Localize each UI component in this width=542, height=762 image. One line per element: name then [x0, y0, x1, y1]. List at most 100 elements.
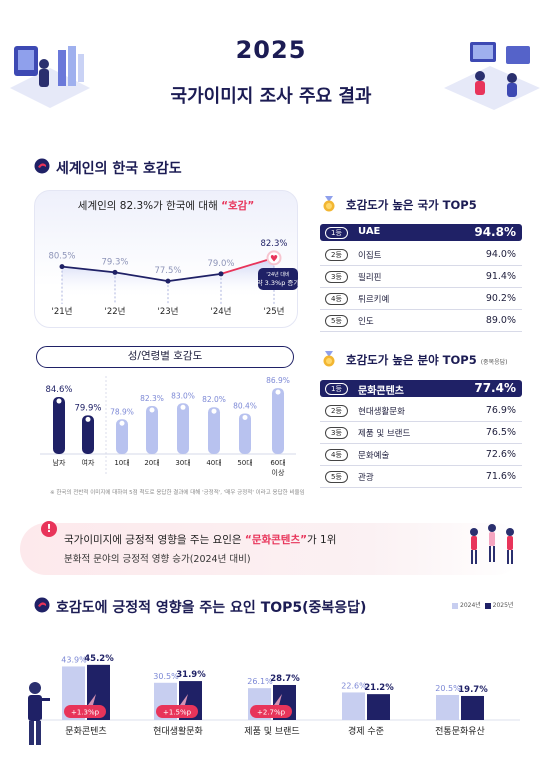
ranking-name: 필리핀: [358, 273, 382, 283]
value-label-2025: 19.7%: [458, 685, 488, 695]
demo-category-label: 10대: [114, 459, 129, 467]
row-divider: [320, 287, 522, 288]
row-divider: [320, 421, 522, 422]
demo-bar-value: 78.9%: [110, 407, 134, 416]
point-label: 79.3%: [101, 257, 128, 267]
section-title-favorability: 세계인의 한국 호감도: [56, 161, 182, 177]
demo-category-label: 이상: [272, 468, 285, 477]
rank-badge: 1등: [325, 227, 348, 239]
line-area: [62, 257, 274, 298]
ranking-row: 4등 튀르키예 90.2%: [320, 290, 522, 307]
bar-2025: [461, 695, 484, 720]
ranking-row: 1등 UAE 94.8%: [320, 224, 522, 241]
demo-bar-value: 86.9%: [266, 376, 290, 385]
section-bullet-icon: [34, 597, 50, 613]
demo-bar: [177, 403, 189, 454]
point-label: 80.5%: [48, 252, 75, 262]
ranking-value: 90.2%: [485, 293, 516, 304]
factor-category-label: 경제 수준: [348, 725, 384, 737]
demo-bar: [146, 406, 158, 454]
point-label: 77.5%: [154, 266, 181, 276]
row-divider: [320, 465, 522, 466]
row-divider: [320, 443, 522, 444]
value-label-2025: 45.2%: [84, 654, 114, 664]
medal-icon: [323, 196, 335, 212]
x-tick-label: '25년: [264, 306, 285, 317]
factor-category-label: 현대생활문화: [153, 725, 203, 737]
ranking-value: 89.0%: [485, 315, 516, 326]
demo-bar: [116, 419, 128, 454]
demo-bar: [239, 413, 251, 454]
bar-2024: [436, 694, 459, 720]
line-point: [112, 269, 118, 275]
legend-swatch-2024: [452, 602, 458, 609]
ranking-value: 76.5%: [485, 427, 516, 438]
ranking-name: 제품 및 브랜드: [358, 429, 411, 439]
rank-badge: 1등: [325, 383, 348, 395]
ranking-value: 76.9%: [485, 405, 516, 416]
ranking-row: 5등 관광 71.6%: [320, 468, 522, 485]
legend-label-2025: 2025년: [492, 602, 514, 609]
change-badge-label: +2.7%p: [257, 709, 286, 717]
ranking-name: 문화콘텐츠: [358, 386, 404, 397]
increase-badge: [258, 268, 298, 290]
ranking-name: UAE: [358, 226, 381, 237]
callout-text: 국가이미지에 긍정적 영향을 주는 요인은: [64, 534, 245, 546]
footnote: ※ 한국의 전반적 이미지에 대하여 5점 척도로 응답한 결과에 대해 '긍정…: [50, 490, 305, 496]
sector-top5-subtitle: (중복응답): [480, 359, 508, 366]
legend-label-2024: 2024년: [460, 602, 481, 609]
change-badge: [156, 705, 198, 718]
rank-badge: 3등: [325, 271, 348, 283]
demographic-bar-chart: 84.6% 남자 79.9% 여자 78.9% 10대 82.3% 20대 83.0% 30대 82…: [40, 376, 296, 477]
row-divider: [320, 265, 522, 266]
callout-line2: 분화적 문야의 긍정적 영향 승가(2024년 대비): [64, 554, 251, 565]
demo-category-label: 60대: [270, 459, 285, 467]
factor-category-label: 제품 및 브랜드: [244, 725, 299, 737]
demographic-title: 성/연령별 호감도: [36, 346, 294, 368]
demo-bar-value: 79.9%: [74, 403, 101, 413]
series-line-segment: [114, 271, 169, 282]
yearly-line-chart: 80.5% '21년 79.3% '22년 77.5% '23년 79.0% '24년 ♥ 82.…: [48, 239, 298, 317]
factor-bar-chart: 43.9%45.2% 문화콘텐츠 +1.3%p 30.5%31.9% 현대생활문화 +1.…: [40, 654, 520, 737]
callout-text-end: 가 1위: [307, 534, 337, 546]
yearly-favorability-card: [34, 190, 298, 328]
line-point: [165, 278, 171, 284]
demo-category-label: 남자: [53, 458, 66, 467]
ranking-row: 3등 제품 및 브랜드 76.5%: [320, 424, 522, 441]
line-point: [59, 264, 65, 270]
demo-category-label: 여자: [82, 458, 95, 467]
x-tick-label: '24년: [211, 306, 232, 317]
ranking-value: 94.0%: [485, 249, 516, 260]
row-divider: [320, 487, 522, 488]
bar-dot: [149, 407, 155, 413]
yearly-card-title-text: 세계인의 82.3%가 한국에 대해: [77, 200, 222, 212]
rank-badge: 4등: [325, 293, 348, 305]
bar-dot: [242, 414, 248, 420]
demo-bar-value: 82.3%: [140, 394, 164, 403]
bar-2025: [367, 694, 390, 720]
bar-dot: [211, 408, 217, 414]
increase-badge-line1: '24년 대비: [266, 271, 289, 278]
demo-bar: [208, 407, 220, 454]
ranking-name: 튀르키예: [358, 295, 390, 305]
factor-category-label: 문화콘텐츠: [65, 726, 106, 737]
ranking-row: 1등 문화콘텐츠 77.4%: [320, 380, 522, 397]
ranking-row: 4등 문화예술 72.6%: [320, 446, 522, 463]
ranking-name: 이집트: [358, 251, 382, 261]
row-divider: [320, 309, 522, 310]
value-label-2025: 28.7%: [270, 674, 300, 684]
change-badge: [64, 705, 106, 718]
ranking-row: 2등 이집트 94.0%: [320, 246, 522, 263]
callout-line1: 국가이미지에 긍정적 영향을 주는 요인은 “문화콘텐츠”가 1위: [64, 532, 336, 547]
report-title: 국가이미지 조사 주요 결과: [170, 86, 372, 107]
value-label-2025: 31.9%: [176, 670, 206, 680]
key-finding-callout: [20, 523, 522, 575]
chart-legend: 2024년 2025년: [452, 600, 513, 609]
change-badge-label: +1.5%p: [163, 709, 192, 717]
value-label-2024: 30.5%: [153, 672, 179, 681]
x-tick-label: '23년: [158, 306, 179, 317]
change-badge: [250, 705, 292, 718]
heart-marker-ring: [266, 250, 282, 266]
series-line-segment: [167, 272, 222, 282]
rank-badge: 5등: [325, 471, 348, 483]
